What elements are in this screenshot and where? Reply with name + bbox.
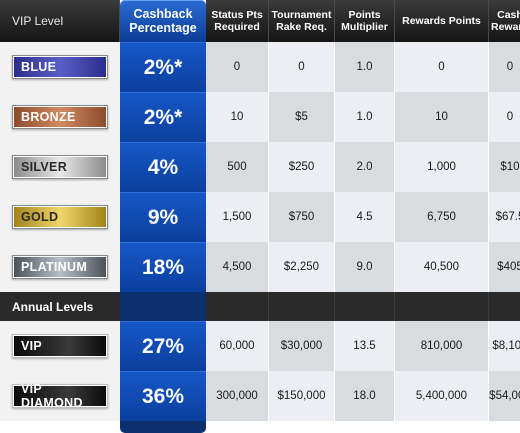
status-pts-value: 60,000 [206, 321, 269, 371]
multiplier-value: 1.0 [335, 42, 395, 92]
rewards-value: 810,000 [395, 321, 489, 371]
rewards-value: 6,750 [395, 192, 489, 242]
status-pts-value: 500 [206, 142, 269, 192]
level-row-label: SILVER [0, 142, 120, 192]
header-rewards-points: Rewards Points [395, 0, 489, 42]
cash-reward-value: 0 [489, 92, 520, 142]
level-badge-vip: VIP [12, 334, 108, 358]
rake-value: $150,000 [269, 371, 335, 421]
header-points-multiplier: Points Multiplier [335, 0, 395, 42]
table-bottom-spacer [395, 421, 489, 433]
section-spacer [206, 292, 269, 321]
status-pts-value: 10 [206, 92, 269, 142]
rake-value: $250 [269, 142, 335, 192]
section-spacer [395, 292, 489, 321]
level-row-label: BLUE [0, 42, 120, 92]
rewards-value: 40,500 [395, 242, 489, 292]
section-spacer [335, 292, 395, 321]
level-badge-gold: GOLD [12, 205, 108, 229]
level-row-label: GOLD [0, 192, 120, 242]
cashback-section-spacer [120, 292, 206, 321]
rewards-value: 0 [395, 42, 489, 92]
cashback-value: 9% [120, 192, 206, 242]
level-badge-silver: SILVER [12, 155, 108, 179]
rewards-value: 1,000 [395, 142, 489, 192]
cashback-value: 27% [120, 321, 206, 371]
cashback-value: 36% [120, 371, 206, 421]
rake-value: $5 [269, 92, 335, 142]
section-spacer [489, 292, 520, 321]
level-badge-blue: BLUE [12, 55, 108, 79]
header-cash-reward: Cash Reward [489, 0, 520, 42]
cash-reward-value: 0 [489, 42, 520, 92]
annual-levels-section-label: Annual Levels [0, 292, 120, 321]
level-row-label: VIP [0, 321, 120, 371]
section-spacer [269, 292, 335, 321]
header-vip-level: VIP Level [0, 0, 120, 42]
cash-reward-value: $405 [489, 242, 520, 292]
header-cashback-percentage: Cashback Percentage [120, 0, 206, 42]
multiplier-value: 1.0 [335, 92, 395, 142]
status-pts-value: 4,500 [206, 242, 269, 292]
cashback-value: 2%* [120, 42, 206, 92]
multiplier-value: 13.5 [335, 321, 395, 371]
cash-reward-value: $10 [489, 142, 520, 192]
multiplier-value: 2.0 [335, 142, 395, 192]
level-row-label: PLATINUM [0, 242, 120, 292]
status-pts-value: 1,500 [206, 192, 269, 242]
table-bottom-spacer [335, 421, 395, 433]
table-bottom-spacer [269, 421, 335, 433]
table-bottom-spacer [0, 421, 120, 433]
level-row-label: BRONZE [0, 92, 120, 142]
header-tournament-rake: Tournament Rake Req. [269, 0, 335, 42]
cashback-value: 18% [120, 242, 206, 292]
cashback-value: 2%* [120, 92, 206, 142]
cash-reward-value: $8,100 [489, 321, 520, 371]
cashback-column-bottom [120, 421, 206, 433]
status-pts-value: 0 [206, 42, 269, 92]
level-row-label: VIP DIAMOND [0, 371, 120, 421]
level-badge-platinum: PLATINUM [12, 255, 108, 279]
level-badge-vip-diamond: VIP DIAMOND [12, 382, 108, 410]
rake-value: 0 [269, 42, 335, 92]
cashback-value: 4% [120, 142, 206, 192]
header-status-pts-required: Status Pts Required [206, 0, 269, 42]
multiplier-value: 18.0 [335, 371, 395, 421]
multiplier-value: 9.0 [335, 242, 395, 292]
rewards-value: 10 [395, 92, 489, 142]
table-bottom-spacer [206, 421, 269, 433]
rake-value: $750 [269, 192, 335, 242]
rake-value: $30,000 [269, 321, 335, 371]
cash-reward-value: $54,000 [489, 371, 520, 421]
rake-value: $2,250 [269, 242, 335, 292]
cash-reward-value: $67.5 [489, 192, 520, 242]
multiplier-value: 4.5 [335, 192, 395, 242]
rewards-value: 5,400,000 [395, 371, 489, 421]
status-pts-value: 300,000 [206, 371, 269, 421]
table-bottom-spacer [489, 421, 520, 433]
level-badge-bronze: BRONZE [12, 105, 108, 129]
